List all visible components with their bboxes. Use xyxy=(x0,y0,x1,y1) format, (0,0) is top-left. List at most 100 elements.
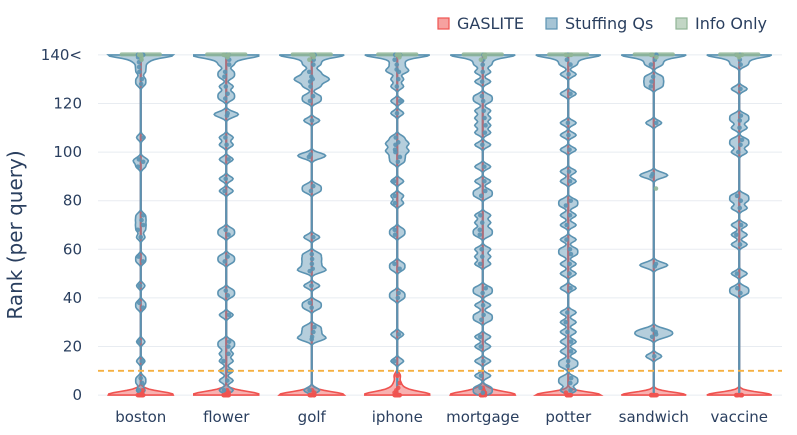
data-point xyxy=(482,164,487,169)
x-tick-label: iphone xyxy=(372,408,423,426)
data-point xyxy=(307,300,313,306)
data-point xyxy=(568,380,573,386)
data-point xyxy=(565,120,571,126)
data-point xyxy=(738,198,744,203)
data-point xyxy=(138,375,143,381)
data-point xyxy=(311,62,316,67)
data-point xyxy=(480,390,486,396)
data-point xyxy=(140,305,146,310)
data-point xyxy=(737,125,742,131)
violin-stuffing-qs xyxy=(449,54,516,396)
legend-item-gaslite[interactable]: GASLITE xyxy=(437,14,524,33)
data-point xyxy=(137,69,142,75)
data-point xyxy=(222,96,228,101)
data-point xyxy=(565,329,570,335)
data-point xyxy=(563,390,569,396)
y-axis-label: Rank (per query) xyxy=(3,150,27,319)
data-point xyxy=(567,271,572,276)
data-point xyxy=(478,193,484,199)
data-point xyxy=(480,302,486,308)
data-point xyxy=(481,108,487,114)
data-point xyxy=(738,62,743,67)
data-point xyxy=(734,232,739,238)
y-tick-label: 120 xyxy=(53,94,82,112)
data-point xyxy=(568,349,574,354)
data-point xyxy=(226,312,232,318)
data-point xyxy=(312,324,317,330)
data-point xyxy=(225,293,231,298)
legend-label: Stuffing Qs xyxy=(565,14,653,33)
data-point xyxy=(563,52,569,58)
data-point xyxy=(738,113,744,118)
data-point xyxy=(567,212,573,218)
data-point xyxy=(140,259,146,264)
data-point xyxy=(310,266,316,272)
data-point xyxy=(653,120,659,126)
data-point xyxy=(392,147,398,152)
data-point xyxy=(306,69,312,75)
data-point xyxy=(568,375,574,381)
data-point xyxy=(140,387,145,393)
data-points xyxy=(135,52,745,398)
data-point xyxy=(480,142,485,148)
data-point xyxy=(477,261,483,267)
data-point xyxy=(308,188,314,194)
data-point xyxy=(648,84,654,89)
y-tick-label: 0 xyxy=(72,386,82,404)
data-point xyxy=(734,271,740,276)
y-tick-label: 80 xyxy=(63,192,82,210)
legend-item-info-only[interactable]: Info Only xyxy=(675,14,767,33)
x-tick-label: sandwich xyxy=(619,408,689,426)
data-point xyxy=(477,212,483,218)
legend-swatch xyxy=(545,17,558,30)
data-point xyxy=(221,358,226,364)
data-point xyxy=(739,137,745,143)
data-point xyxy=(397,154,403,160)
data-point xyxy=(734,193,740,199)
data-point xyxy=(135,227,141,233)
data-point xyxy=(309,305,314,310)
data-point xyxy=(650,171,655,177)
data-point xyxy=(568,285,573,291)
data-point xyxy=(225,54,230,60)
data-point xyxy=(392,227,398,233)
data-point xyxy=(478,373,484,378)
data-point xyxy=(397,380,403,386)
data-point xyxy=(479,317,484,323)
data-point xyxy=(136,64,142,70)
x-tick-label: flower xyxy=(203,408,250,426)
data-point xyxy=(738,86,743,92)
data-point xyxy=(568,62,573,67)
legend-label: GASLITE xyxy=(457,14,524,33)
data-point xyxy=(392,193,398,199)
legend-item-stuffing-qs[interactable]: Stuffing Qs xyxy=(545,14,653,33)
data-point xyxy=(479,79,485,84)
data-point xyxy=(310,93,316,99)
data-point xyxy=(139,217,144,223)
data-point xyxy=(568,198,574,203)
data-point xyxy=(226,339,232,344)
data-point xyxy=(566,169,572,174)
data-point xyxy=(307,57,312,63)
data-point xyxy=(307,387,312,393)
data-point xyxy=(568,339,574,344)
data-point xyxy=(648,62,654,67)
data-point xyxy=(564,57,570,63)
data-point xyxy=(568,251,574,257)
legend-label: Info Only xyxy=(695,14,767,33)
y-tick-label: 20 xyxy=(63,338,82,356)
data-point xyxy=(223,176,228,182)
data-point xyxy=(479,220,485,225)
data-point xyxy=(653,186,659,191)
data-point xyxy=(309,283,314,289)
data-point xyxy=(479,254,485,259)
data-point xyxy=(477,232,483,238)
data-point xyxy=(565,358,571,364)
x-tick-label: vaccine xyxy=(711,408,768,426)
data-point xyxy=(223,288,229,293)
data-point xyxy=(394,62,400,67)
data-point xyxy=(482,115,487,121)
legend[interactable]: GASLITE Stuffing Qs Info Only xyxy=(437,14,767,33)
data-point xyxy=(137,283,143,289)
y-tick-label: 60 xyxy=(63,240,82,258)
